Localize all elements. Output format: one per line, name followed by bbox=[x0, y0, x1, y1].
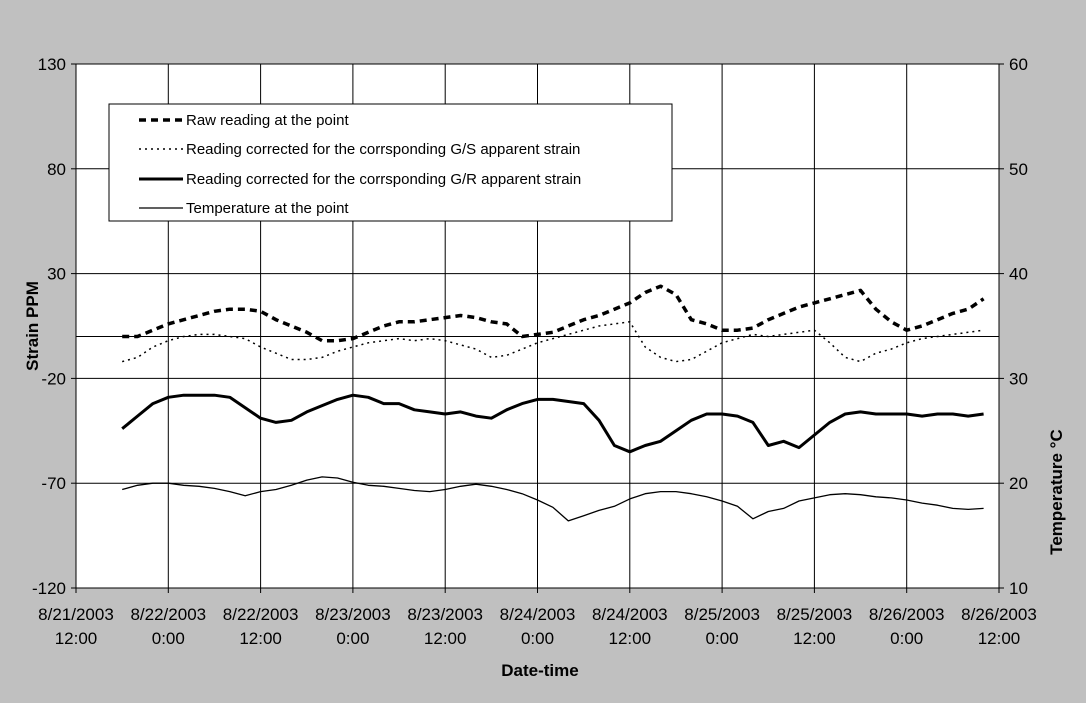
series-group bbox=[121, 284, 985, 522]
y-tick-label: 80 bbox=[47, 160, 66, 179]
x-tick-label: 8/25/2003 bbox=[777, 605, 853, 624]
x-tick-label-time: 0:00 bbox=[521, 629, 554, 648]
y-axis-title: Strain PPM bbox=[23, 281, 42, 371]
y-axis-right: 60 50 40 30 20 10 bbox=[999, 55, 1028, 598]
legend-label-gs: Reading corrected for the corrsponding G… bbox=[186, 141, 580, 158]
legend-label-gr: Reading corrected for the corrsponding G… bbox=[186, 171, 581, 188]
y2-tick-label: 40 bbox=[1009, 265, 1028, 284]
x-tick-label: 8/25/2003 bbox=[684, 605, 760, 624]
x-tick-label: 8/23/2003 bbox=[315, 605, 391, 624]
y-tick-label: -20 bbox=[41, 369, 66, 388]
x-tick-label-time: 0:00 bbox=[336, 629, 369, 648]
x-tick-label-time: 0:00 bbox=[706, 629, 739, 648]
y-tick-label: -70 bbox=[41, 474, 66, 493]
legend-label-temp: Temperature at the point bbox=[186, 200, 349, 217]
x-tick-label-time: 12:00 bbox=[239, 629, 282, 648]
legend-box bbox=[108, 103, 673, 222]
x-tick-label: 8/24/2003 bbox=[592, 605, 668, 624]
series-line-0 bbox=[122, 284, 985, 343]
x-tick-label: 8/21/2003 bbox=[38, 605, 114, 624]
y2-tick-label: 20 bbox=[1009, 474, 1028, 493]
legend: Raw reading at the point Reading correct… bbox=[108, 103, 673, 222]
y-axis-left: 130 80 30 -20 -70 -120 bbox=[32, 55, 76, 598]
x-tick-label-time: 12:00 bbox=[793, 629, 836, 648]
x-axis: 8/21/2003 12:00 8/22/2003 0:00 8/22/2003 12:0… bbox=[38, 588, 1037, 648]
y2-axis-title: Temperature °C bbox=[1047, 429, 1066, 555]
y2-tick-label: 10 bbox=[1009, 579, 1028, 598]
series-line-3 bbox=[122, 476, 984, 522]
y-tick-label: -120 bbox=[32, 579, 66, 598]
x-tick-label: 8/22/2003 bbox=[130, 605, 206, 624]
x-tick-label: 8/26/2003 bbox=[961, 605, 1037, 624]
x-tick-label-time: 12:00 bbox=[424, 629, 467, 648]
y2-tick-label: 30 bbox=[1009, 369, 1028, 388]
x-tick-label-time: 0:00 bbox=[890, 629, 923, 648]
series-line-1 bbox=[122, 321, 984, 363]
x-tick-label-time: 12:00 bbox=[978, 629, 1021, 648]
x-tick-label-time: 0:00 bbox=[152, 629, 185, 648]
x-tick-label: 8/24/2003 bbox=[500, 605, 576, 624]
x-tick-label: 8/22/2003 bbox=[223, 605, 299, 624]
legend-label-raw: Raw reading at the point bbox=[186, 112, 349, 129]
y-tick-label: 30 bbox=[47, 265, 66, 284]
series-line-2 bbox=[121, 393, 984, 454]
x-tick-label: 8/26/2003 bbox=[869, 605, 945, 624]
y-tick-label: 130 bbox=[38, 55, 66, 74]
y2-tick-label: 60 bbox=[1009, 55, 1028, 74]
x-tick-label-time: 12:00 bbox=[55, 629, 98, 648]
x-tick-label-time: 12:00 bbox=[609, 629, 652, 648]
y2-tick-label: 50 bbox=[1009, 160, 1028, 179]
x-axis-title: Date-time bbox=[501, 661, 578, 680]
x-tick-label: 8/23/2003 bbox=[407, 605, 483, 624]
